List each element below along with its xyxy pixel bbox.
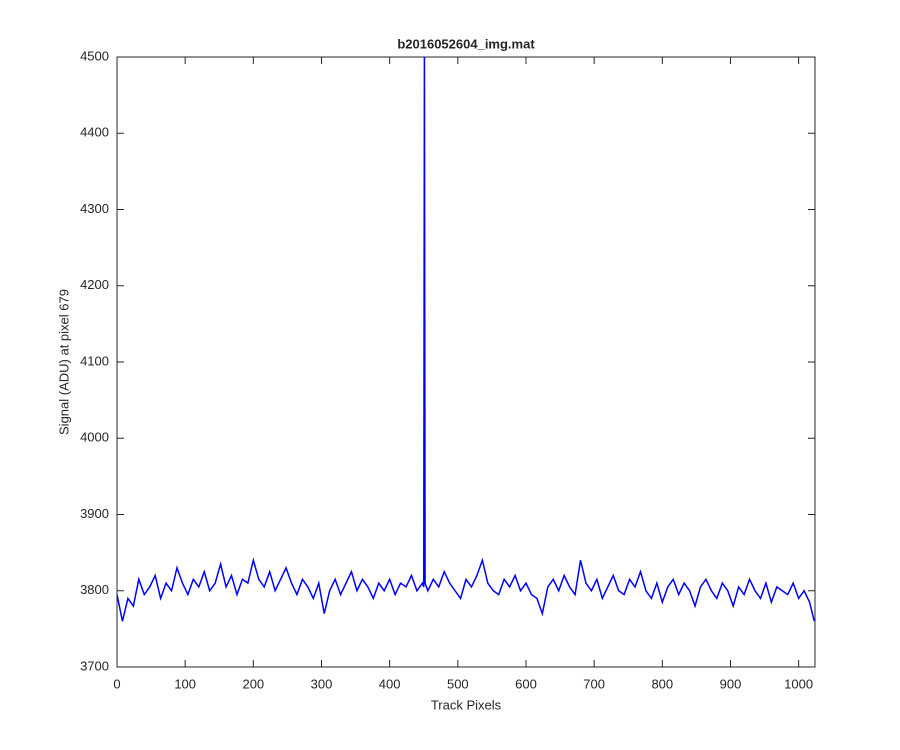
y-tick-label: 4200 — [80, 277, 109, 292]
x-tick-label: 200 — [242, 676, 264, 691]
y-tick-label: 4400 — [80, 125, 109, 140]
plot-area — [116, 56, 816, 668]
y-tick-label: 4300 — [80, 201, 109, 216]
x-tick-label: 500 — [447, 676, 469, 691]
x-tick-label: 300 — [311, 676, 333, 691]
y-tick-label: 4500 — [80, 48, 109, 63]
chart-title: b2016052604_img.mat — [397, 36, 535, 51]
x-tick-label: 800 — [651, 676, 673, 691]
y-tick-label: 4100 — [80, 353, 109, 368]
x-tick-label: 900 — [720, 676, 742, 691]
x-tick-label: 1000 — [784, 676, 813, 691]
data-line — [117, 57, 815, 622]
y-tick-label: 3900 — [80, 506, 109, 521]
x-tick-label: 600 — [515, 676, 537, 691]
y-tick-label: 3700 — [80, 658, 109, 673]
y-tick-label: 4000 — [80, 430, 109, 445]
y-axis-label: Signal (ADU) at pixel 679 — [56, 289, 71, 435]
x-axis-label: Track Pixels — [431, 697, 502, 712]
plot-clip — [117, 57, 815, 622]
x-tick-label: 0 — [113, 676, 120, 691]
x-tick-label: 700 — [583, 676, 605, 691]
x-tick-label: 400 — [379, 676, 401, 691]
x-tick-label: 100 — [174, 676, 196, 691]
y-tick-label: 3800 — [80, 582, 109, 597]
